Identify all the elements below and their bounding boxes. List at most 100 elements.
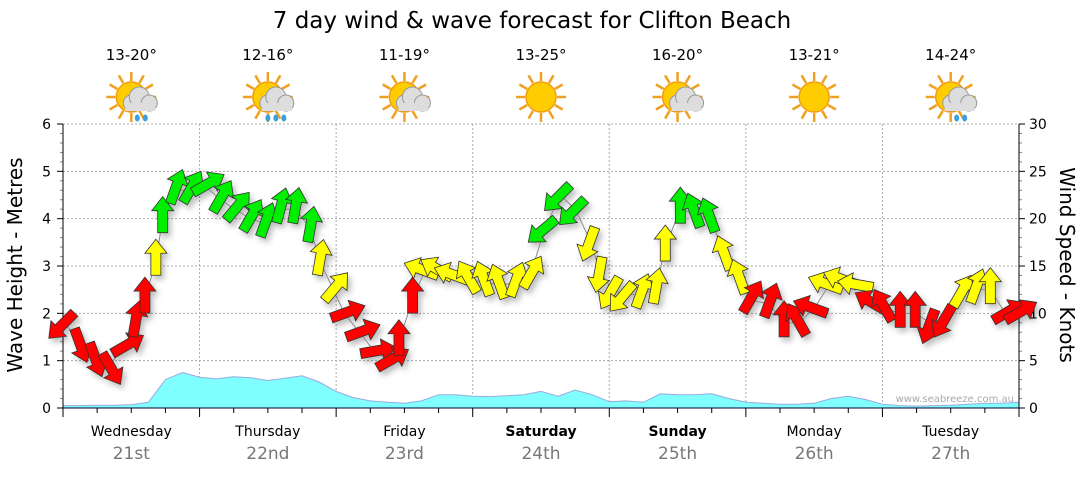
sun-ray: [144, 83, 154, 91]
rain-drop: [265, 114, 271, 122]
sun-ray: [547, 74, 555, 84]
wind-arrow: [609, 279, 638, 312]
sun-ray: [655, 103, 665, 111]
sun-ray: [382, 83, 392, 91]
sun-ray: [963, 83, 973, 91]
wind-arrow: [559, 195, 590, 226]
sun-ray: [684, 74, 692, 84]
sun-icon: [516, 72, 566, 122]
wind-arrow: [518, 255, 545, 291]
wind-arrow: [109, 332, 145, 359]
cloud-base: [671, 103, 702, 111]
day-temperature: 11-19°: [379, 46, 430, 64]
sun-ray: [663, 74, 671, 84]
sun-ray: [274, 74, 282, 84]
wind-arrow: [759, 282, 783, 320]
wind-arrow: [328, 299, 366, 324]
wind-line: [63, 184, 1018, 367]
y-tick-label-right: 25: [1029, 164, 1047, 180]
sun-ray: [117, 110, 125, 120]
day-date: 27th: [931, 444, 970, 464]
sun-ray: [547, 110, 555, 120]
sun-ray: [518, 83, 528, 91]
day-temperature: 12-16°: [242, 46, 293, 64]
sun-ray: [254, 110, 261, 120]
sun-ray: [138, 74, 145, 84]
day-date: 24th: [521, 444, 560, 464]
sun-ray: [382, 103, 392, 111]
sun-ray: [281, 83, 291, 91]
wind-arrow: [320, 272, 348, 305]
wind-arrows: [48, 168, 1038, 386]
sun-ray: [109, 83, 119, 91]
sun-cloud-icon: [652, 72, 705, 122]
sun-ray: [254, 74, 261, 84]
sun-ray: [518, 103, 528, 111]
sun-ray: [937, 74, 944, 84]
day-name: Saturday: [505, 424, 576, 440]
sun-ray: [821, 110, 828, 120]
day-name: Friday: [383, 424, 425, 440]
wind-arrow: [189, 171, 225, 198]
sun-ray: [554, 103, 564, 111]
cloud-shape: [122, 86, 158, 122]
wind-arrow: [150, 196, 175, 234]
cloud-base: [125, 103, 156, 111]
sun-ray: [928, 103, 938, 111]
wind-arrow: [726, 258, 751, 296]
wind-arrow: [144, 238, 168, 276]
cloud-shape: [395, 86, 431, 112]
wind-arrow: [653, 224, 678, 262]
sun-ray: [411, 110, 419, 120]
sun-ray: [663, 110, 671, 120]
chart-title: 7 day wind & wave forecast for Clifton B…: [273, 8, 792, 34]
y-axis-left-label: Wave Height - Metres: [3, 157, 27, 372]
sun-ray: [800, 74, 808, 84]
wave-height-area: [62, 371, 1020, 409]
wind-arrow: [1002, 299, 1038, 326]
sun-icon: [789, 72, 840, 122]
y-tick-label-right: 5: [1029, 354, 1038, 370]
sun-ray: [957, 74, 965, 84]
day-labels: Wednesday 21st Thursday 22nd Friday 23rd Satur…: [91, 424, 979, 464]
cloud-base: [944, 103, 975, 111]
wind-arrow: [221, 191, 250, 224]
day-temperature: 13-21°: [789, 46, 840, 64]
y-tick-label-right: 30: [1029, 117, 1047, 133]
wind-arrow: [387, 319, 411, 357]
wind-arrow: [576, 225, 601, 262]
sun-ray: [527, 110, 535, 120]
sun-ray: [800, 110, 808, 120]
wind-arrow: [208, 180, 235, 215]
cloud-base: [398, 103, 429, 111]
rain-drop: [134, 114, 140, 122]
day-temperature: 14-24°: [925, 46, 976, 64]
watermark: www.seabreeze.com.au: [896, 394, 1014, 405]
cloud-shape: [669, 86, 705, 112]
wind-arrow: [455, 260, 482, 296]
sun-ray: [390, 110, 398, 120]
day-name: Wednesday: [91, 424, 172, 440]
wind-arrow: [133, 276, 157, 314]
sun-ray: [821, 74, 828, 84]
y-tick-label-left: 2: [42, 306, 51, 322]
day-temperature: 16-20°: [652, 46, 703, 64]
wind-arrow: [343, 318, 381, 343]
wind-arrow: [400, 276, 425, 314]
rain-drop: [954, 114, 960, 122]
weather-header: 13-20° 12-16° 11-19° 13-25° 16-20° 13-21° 14-2…: [106, 46, 978, 122]
wind-arrow: [284, 186, 309, 225]
cloud-base: [261, 103, 292, 111]
sun-ray: [690, 83, 700, 91]
wind-arrow: [903, 290, 928, 328]
sun-ray: [245, 103, 255, 111]
day-name: Monday: [787, 424, 842, 440]
sun-ray: [274, 110, 282, 120]
sun-disc: [798, 81, 830, 113]
day-date: 25th: [658, 444, 697, 464]
wind-arrow: [97, 350, 124, 386]
wind-arrow: [696, 197, 721, 235]
sun-ray: [827, 103, 837, 111]
wind-arrow: [486, 263, 511, 301]
